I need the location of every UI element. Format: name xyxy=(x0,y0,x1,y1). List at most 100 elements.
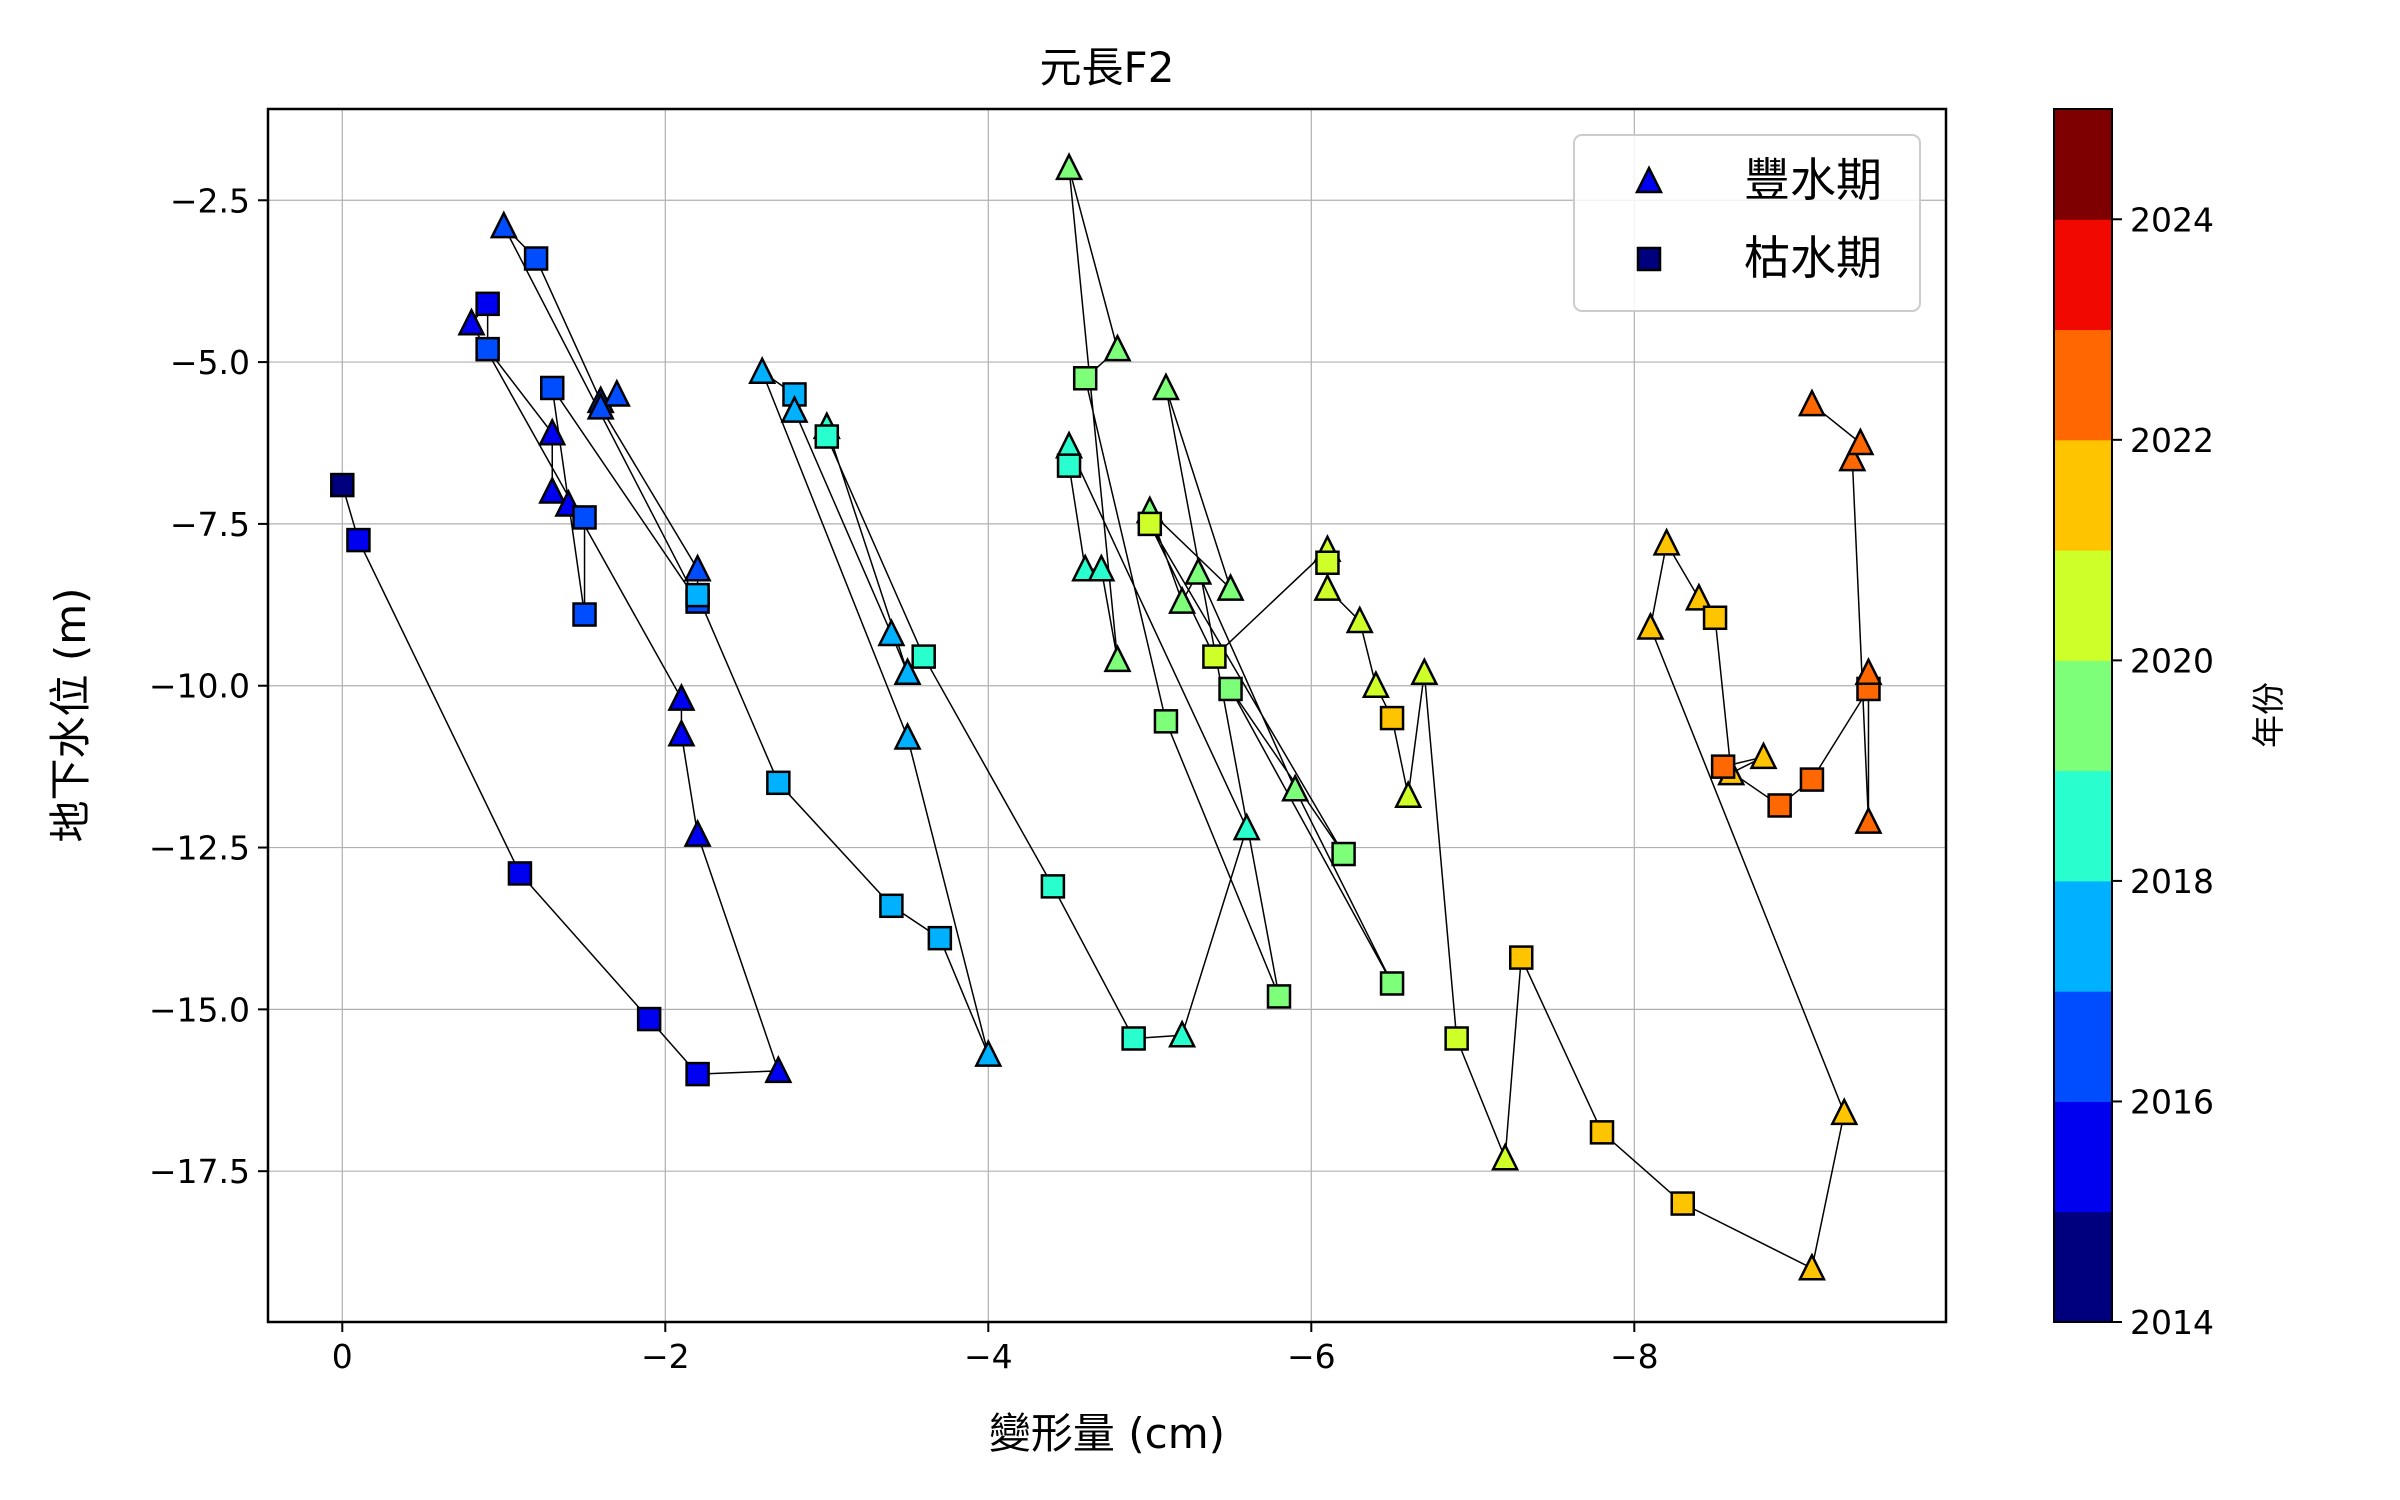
colorbar-segment xyxy=(2054,770,2112,882)
x-tick-label: −2 xyxy=(641,1337,690,1376)
legend-label-wet-season: 豐水期 xyxy=(1744,153,1882,207)
legend-triangle-icon xyxy=(1634,165,1664,194)
x-tick-label: −6 xyxy=(1287,1337,1336,1376)
triangle-point xyxy=(1749,741,1778,770)
chart-title: 元長F2 xyxy=(1040,43,1175,92)
triangle-point xyxy=(1491,1142,1520,1171)
triangle-point xyxy=(1830,1097,1859,1126)
colorbar-tick-label: 2018 xyxy=(2130,862,2214,901)
square-point xyxy=(1153,709,1179,734)
x-tick-label: 0 xyxy=(332,1337,353,1376)
triangle-point xyxy=(683,818,712,847)
triangle-point xyxy=(1184,556,1213,585)
colorbar-segment xyxy=(2054,329,2112,441)
triangle-point xyxy=(1232,812,1261,841)
triangle-point xyxy=(1103,333,1132,362)
triangle-point xyxy=(893,656,922,686)
legend-label-dry-season: 枯水期 xyxy=(1744,231,1882,285)
square-point xyxy=(1509,945,1534,970)
square-point xyxy=(572,602,597,627)
series-lines xyxy=(341,167,1870,1270)
triangle-point xyxy=(1394,779,1423,809)
y-tick-label: −17.5 xyxy=(149,1152,250,1191)
square-point xyxy=(1218,676,1243,702)
colorbar: 2014 2016 2018 2020 2022 2024 xyxy=(2053,108,2214,1342)
square-point xyxy=(927,925,953,951)
square-point xyxy=(507,861,533,886)
square-point xyxy=(346,527,371,553)
triangle-point xyxy=(1410,656,1439,686)
colorbar-frame xyxy=(2053,108,2113,1323)
triangle-point xyxy=(1216,572,1245,601)
colorbar-tick-label: 2016 xyxy=(2130,1082,2214,1121)
colorbar-segment xyxy=(2054,109,2112,220)
triangle-point xyxy=(748,355,777,385)
triangle-point xyxy=(1281,773,1310,802)
square-point xyxy=(685,582,710,608)
triangle-point xyxy=(1838,443,1867,472)
colorbar-tick-label: 2024 xyxy=(2130,200,2214,239)
colorbar-segment xyxy=(2054,660,2112,772)
square-point xyxy=(879,893,904,919)
square-point xyxy=(1670,1191,1696,1216)
square-point xyxy=(1799,767,1825,792)
triangle-point xyxy=(1652,527,1681,556)
colorbar-tick-label: 2020 xyxy=(2130,641,2214,680)
triangle-point xyxy=(780,394,809,423)
square-point xyxy=(1379,705,1405,731)
square-point xyxy=(1040,874,1066,899)
legend-square-icon xyxy=(1636,246,1662,272)
square-point xyxy=(1444,1026,1469,1051)
plot-frame xyxy=(266,107,1948,1324)
square-point xyxy=(1202,644,1227,669)
square-point xyxy=(766,770,791,796)
square-point xyxy=(1331,841,1356,867)
triangle-point xyxy=(1361,669,1390,698)
colorbar-tick-label: 2022 xyxy=(2130,421,2214,460)
triangle-point xyxy=(538,417,567,446)
square-point xyxy=(1767,793,1792,818)
triangle-point xyxy=(1055,152,1084,181)
x-tick-label: −4 xyxy=(964,1337,1013,1376)
square-point xyxy=(1137,511,1163,537)
square-point xyxy=(911,644,936,669)
triangle-point xyxy=(602,378,631,407)
square-point xyxy=(1072,366,1098,391)
triangle-point xyxy=(1854,805,1883,834)
triangle-point xyxy=(683,553,712,582)
triangle-point xyxy=(1846,427,1875,456)
triangle-point xyxy=(1797,1252,1826,1281)
legend: 豐水期 枯水期 xyxy=(1573,134,1921,312)
x-tick-label: −8 xyxy=(1610,1337,1659,1376)
colorbar-segment xyxy=(2054,550,2112,661)
colorbar-label: 年份 xyxy=(2249,682,2288,748)
triangle-point xyxy=(1854,656,1883,686)
triangle-point xyxy=(893,721,922,750)
square-point xyxy=(1702,605,1728,631)
colorbar-segment xyxy=(2054,439,2112,551)
triangle-point xyxy=(667,682,696,711)
colorbar-segment xyxy=(2054,880,2112,992)
triangle-point xyxy=(1087,553,1116,582)
square-point xyxy=(1710,754,1736,779)
square-point xyxy=(1589,1120,1615,1145)
y-tick-label: −15.0 xyxy=(149,990,250,1029)
square-point xyxy=(1266,984,1292,1009)
triangle-point xyxy=(489,210,518,239)
square-point xyxy=(475,291,500,317)
y-tick-label: −10.0 xyxy=(149,667,250,706)
y-tick-label: −2.5 xyxy=(170,181,250,220)
triangle-point xyxy=(1151,372,1180,401)
triangle-point xyxy=(764,1055,793,1084)
triangle-point xyxy=(1684,582,1713,611)
triangle-point xyxy=(667,718,696,747)
colorbar-segment xyxy=(2054,1211,2112,1323)
triangle-point xyxy=(1168,1019,1197,1048)
colorbar-segment xyxy=(2054,1101,2112,1213)
square-point xyxy=(685,1061,710,1087)
square-point xyxy=(1056,453,1082,478)
triangle-point xyxy=(1636,611,1665,640)
y-tick-label: −7.5 xyxy=(170,505,250,544)
